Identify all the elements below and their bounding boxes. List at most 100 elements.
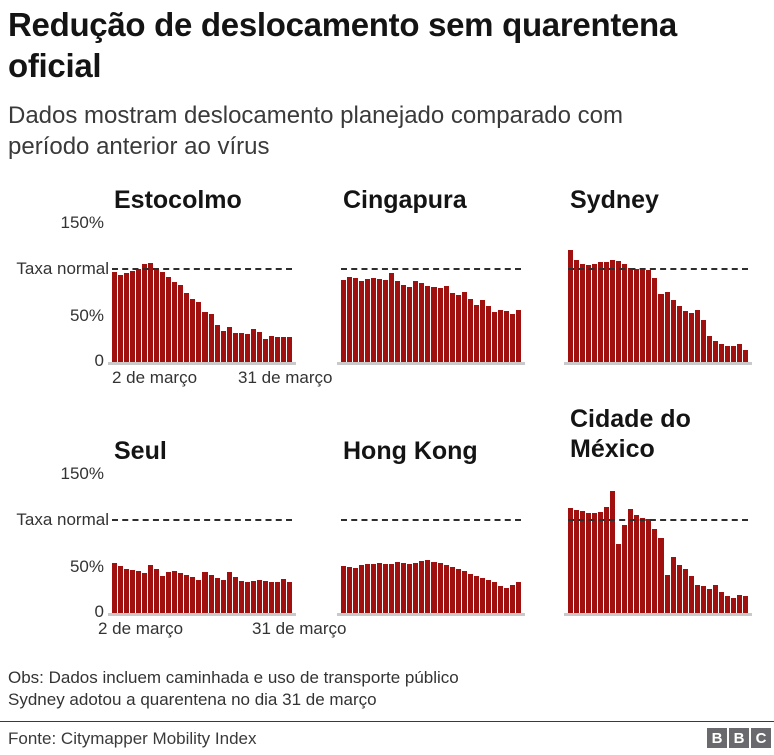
bar: [580, 511, 586, 613]
normal-rate-dashed-line: [568, 268, 748, 270]
bar: [172, 571, 178, 613]
bar: [479, 299, 485, 362]
x-tick-end-row1: 31 de março: [238, 368, 333, 387]
bar: [160, 272, 166, 362]
chart-title-sydney: Sydney: [570, 186, 659, 214]
bar: [359, 280, 365, 362]
bar: [208, 313, 214, 362]
bar: [196, 579, 202, 613]
chart-title-estocolmo: Estocolmo: [114, 186, 242, 214]
bar: [166, 572, 172, 613]
bar: [574, 260, 580, 362]
x-axis-baseline: [564, 613, 752, 616]
chart-title-seul: Seul: [114, 437, 167, 465]
bar: [467, 299, 473, 362]
chart-cingapura: Cingapura: [337, 186, 525, 365]
bar: [268, 336, 274, 362]
bar: [214, 324, 220, 362]
bar: [712, 585, 718, 613]
bar: [706, 588, 712, 613]
bar: [592, 263, 598, 362]
bar: [112, 272, 118, 362]
bar: [676, 564, 682, 613]
bar: [688, 312, 694, 362]
chart-title-hong-kong: Hong Kong: [343, 437, 478, 465]
bar: [359, 564, 365, 613]
bar: [467, 574, 473, 613]
bar: [389, 273, 395, 362]
bar: [461, 291, 467, 362]
bar: [491, 312, 497, 362]
bar: [503, 311, 509, 362]
bar: [142, 573, 148, 613]
bar: [568, 508, 574, 613]
bar: [598, 512, 604, 613]
bar: [586, 512, 592, 613]
bar: [616, 261, 622, 362]
bar: [437, 563, 443, 613]
bbc-logo: B B C: [707, 728, 771, 748]
bar: [658, 294, 664, 362]
bar: [226, 572, 232, 613]
plot-seul: [112, 474, 292, 613]
bar: [274, 582, 280, 613]
bar: [377, 563, 383, 613]
bar: [640, 268, 646, 362]
bar: [419, 283, 425, 362]
bar: [148, 262, 154, 362]
bar: [268, 581, 274, 613]
bar: [172, 282, 178, 362]
bar: [238, 333, 244, 362]
bar: [473, 304, 479, 362]
bar: [598, 261, 604, 362]
bbc-logo-block-2: B: [729, 728, 749, 748]
y-ref-label-row2: Taxa normal: [16, 510, 109, 529]
bar: [280, 578, 286, 613]
bar: [700, 586, 706, 613]
bar: [736, 344, 742, 362]
bar: [160, 575, 166, 613]
normal-rate-dashed-line: [112, 268, 292, 270]
bar: [166, 276, 172, 362]
bar: [244, 581, 250, 613]
chart-title-cingapura: Cingapura: [343, 186, 467, 214]
bar: [178, 285, 184, 362]
normal-rate-dashed-line: [568, 519, 748, 521]
bar: [664, 575, 670, 613]
bar: [118, 274, 124, 362]
bar: [742, 350, 748, 362]
bar: [274, 337, 280, 362]
bar: [250, 328, 256, 362]
bar: [154, 568, 160, 613]
bar: [628, 268, 634, 362]
bar: [184, 293, 190, 362]
bar: [413, 281, 419, 362]
bar: [286, 337, 292, 362]
bar: [712, 340, 718, 362]
bar: [688, 575, 694, 613]
bar: [515, 310, 521, 362]
bar: [497, 310, 503, 362]
bar: [395, 280, 401, 362]
chart-estocolmo: Estocolmo: [108, 186, 296, 365]
bar: [718, 344, 724, 362]
bar: [455, 295, 461, 362]
bar: [515, 581, 521, 613]
x-axis-baseline: [108, 613, 296, 616]
plot-cidade-do-mexico: [568, 474, 748, 613]
bar: [682, 311, 688, 362]
page-title: Redução de deslocamento sem quarentena o…: [8, 6, 677, 84]
bar: [574, 510, 580, 613]
bar: [425, 560, 431, 613]
plot-cingapura: [341, 223, 521, 362]
bar: [371, 563, 377, 613]
bar: [670, 299, 676, 362]
bar: [425, 286, 431, 362]
y-tick-0-row2: 0: [94, 602, 104, 621]
bar: [365, 278, 371, 362]
bar: [652, 277, 658, 362]
y-tick-50-row1: 50%: [69, 306, 104, 325]
bar: [646, 519, 652, 613]
bar: [262, 580, 268, 613]
bar: [407, 286, 413, 362]
